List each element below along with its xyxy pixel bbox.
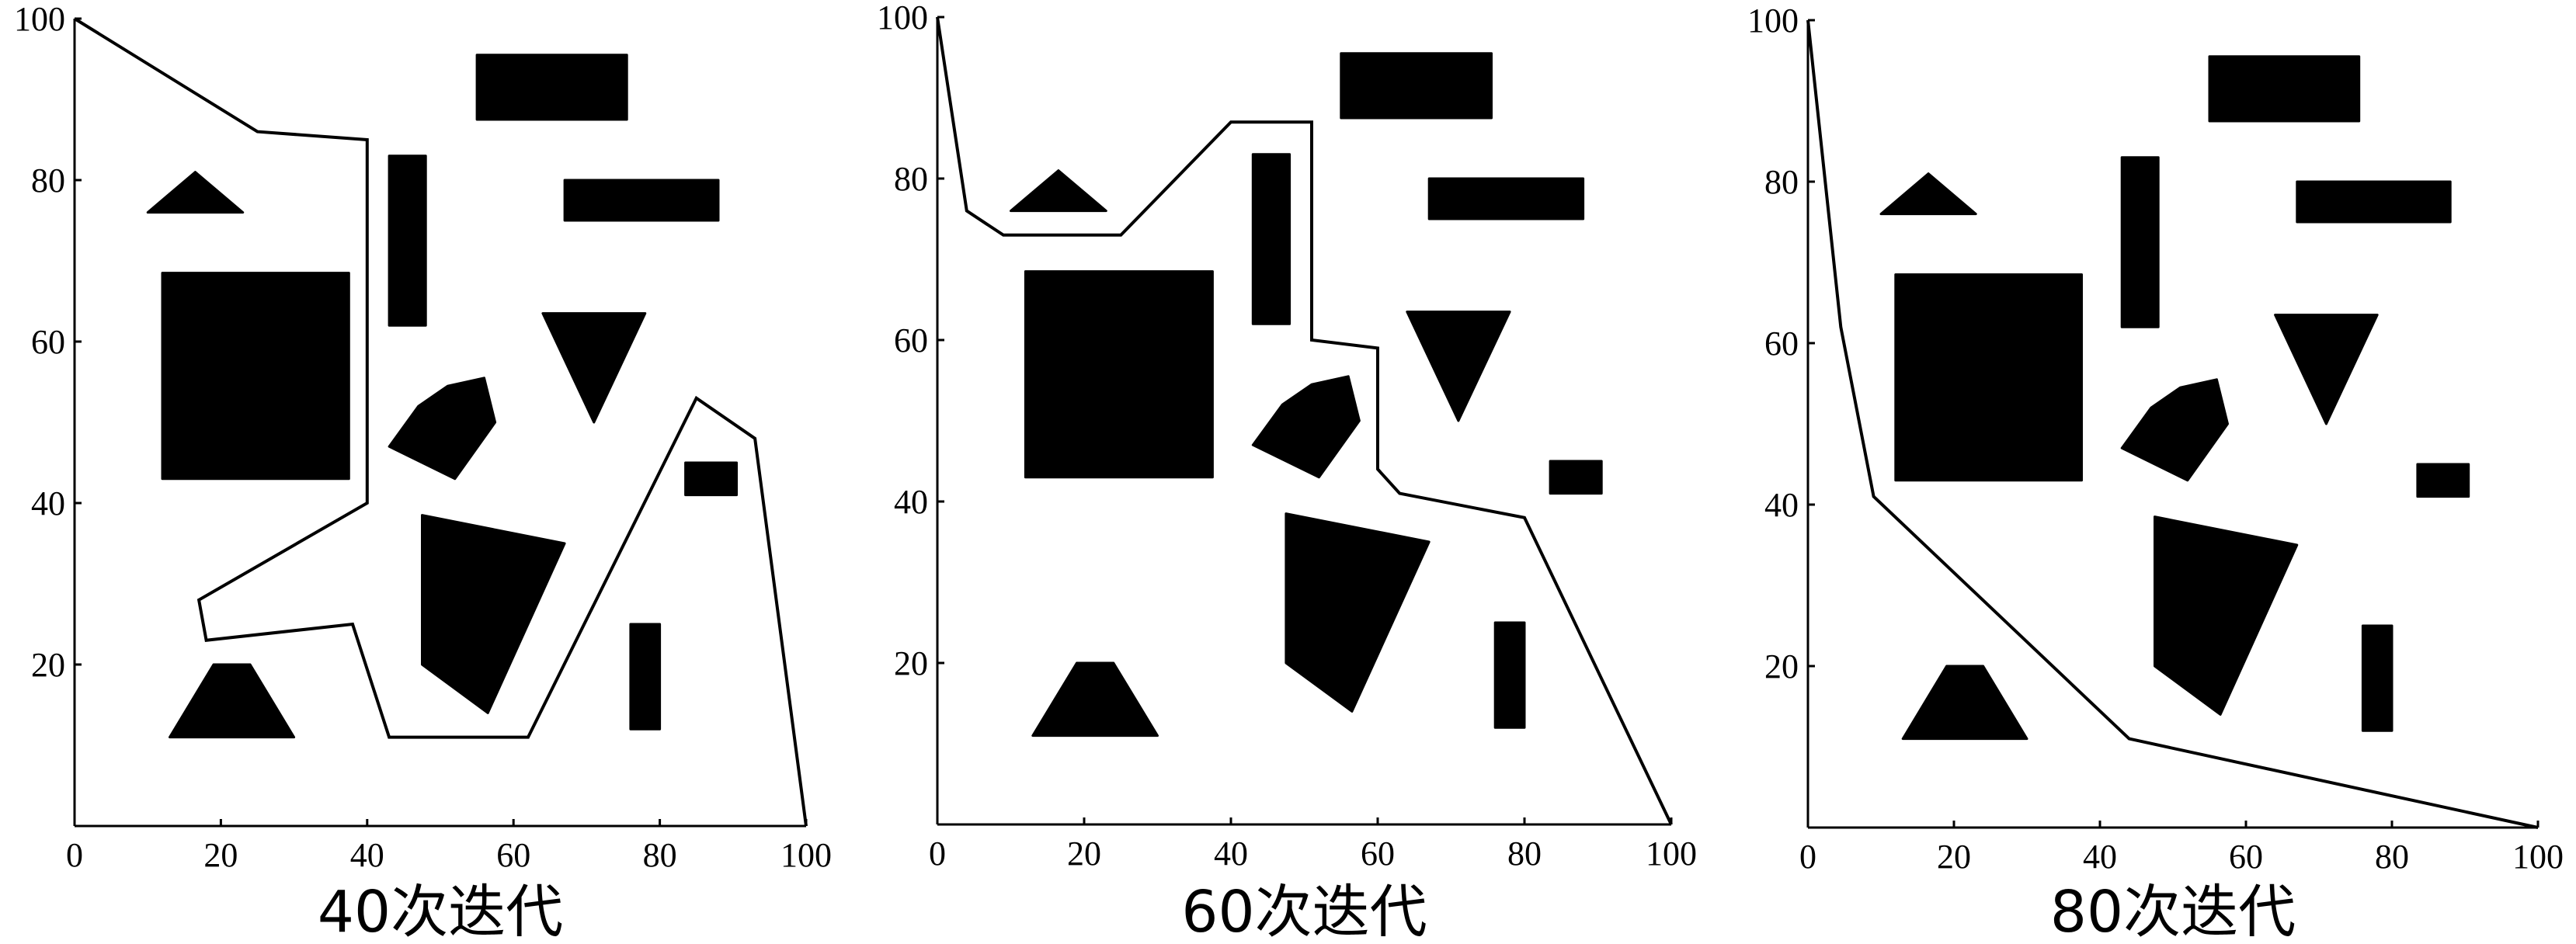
obstacle-mid-rect	[1427, 177, 1585, 220]
panel-caption: 60次迭代	[1181, 879, 1427, 944]
x-tick-label: 80	[643, 836, 677, 874]
x-tick-label: 20	[1067, 835, 1101, 873]
obstacle-tilted-polygon	[388, 377, 497, 481]
y-tick-label: 40	[31, 484, 65, 522]
obstacle-top-rect	[1340, 52, 1493, 120]
obstacle-tall-bar	[1251, 153, 1291, 325]
x-tick-label: 60	[1361, 835, 1395, 873]
panel-caption: 80次迭代	[2050, 879, 2296, 944]
y-tick-label: 20	[894, 644, 928, 682]
y-tick-label: 80	[31, 161, 65, 200]
y-tick-label: 100	[1747, 2, 1799, 40]
x-tick-label: 80	[1507, 835, 1542, 873]
y-tick-label: 100	[14, 0, 65, 38]
x-tick-label: 40	[350, 836, 384, 874]
y-tick-label: 80	[1764, 163, 1799, 201]
obstacle-tall-bar	[2120, 156, 2160, 328]
obstacle-trapezoid	[2154, 515, 2299, 716]
x-tick-label: 0	[929, 835, 946, 873]
obstacle-small-square	[2416, 463, 2470, 498]
x-tick-label: 100	[780, 836, 832, 874]
x-tick-label: 60	[2229, 838, 2263, 876]
obstacle-small-triangle	[1879, 172, 1977, 216]
obstacle-bottom-trapezoid	[169, 663, 296, 739]
obstacle-top-rect	[2208, 55, 2361, 123]
obstacle-small-bar	[1493, 621, 1526, 729]
obstacle-big-square	[1024, 270, 1214, 479]
obstacle-small-triangle	[146, 171, 245, 214]
obstacle-small-square	[684, 461, 738, 497]
obstacle-big-square	[161, 272, 350, 481]
obstacle-tall-bar	[388, 154, 427, 327]
obstacle-small-bar	[629, 623, 662, 731]
y-tick-label: 80	[894, 160, 928, 198]
y-tick-label: 60	[894, 321, 928, 359]
y-tick-label: 100	[877, 0, 928, 36]
map-panel-40: 0 20 40 60 80 100 20 40 60 80 100 40次迭代	[14, 0, 832, 944]
x-tick-label: 20	[1937, 838, 1971, 876]
obstacle-down-triangle	[2274, 314, 2379, 425]
y-tick-label: 60	[31, 323, 65, 361]
obstacle-tilted-polygon	[2120, 378, 2229, 482]
obstacle-trapezoid	[1285, 512, 1431, 713]
obstacle-bottom-trapezoid	[1901, 665, 2028, 741]
obstacle-mid-rect	[563, 179, 720, 222]
planned-path-line	[73, 17, 808, 827]
x-tick-label: 40	[2083, 838, 2117, 876]
obstacle-bottom-trapezoid	[1031, 661, 1159, 738]
map-panel-80: 0 20 40 60 80 100 20 40 60 80 100 80次迭代	[1747, 2, 2564, 944]
x-tick-label: 20	[203, 836, 238, 874]
map-panel-60: 0 20 40 60 80 100 20 40 60 80 100 60次迭代	[877, 0, 1697, 944]
planned-path-line	[1806, 19, 2539, 829]
y-tick-label: 40	[894, 483, 928, 521]
obstacle-down-triangle	[541, 312, 647, 424]
obstacle-small-triangle	[1010, 169, 1107, 213]
panel-caption: 40次迭代	[318, 879, 563, 944]
x-tick-label: 40	[1214, 835, 1248, 873]
x-tick-label: 100	[2512, 838, 2564, 876]
x-tick-label: 0	[66, 836, 83, 874]
obstacle-small-bar	[2361, 624, 2393, 732]
x-tick-label: 80	[2375, 838, 2409, 876]
obstacle-big-square	[1894, 273, 2083, 482]
obstacle-down-triangle	[1406, 311, 1511, 422]
obstacle-mid-rect	[2296, 180, 2452, 224]
obstacle-trapezoid	[421, 514, 566, 714]
x-tick-label: 60	[496, 836, 530, 874]
y-tick-label: 20	[1764, 647, 1799, 685]
obstacle-tilted-polygon	[1251, 375, 1361, 479]
obstacle-top-rect	[475, 54, 628, 121]
y-tick-label: 20	[31, 646, 65, 684]
y-tick-label: 40	[1764, 486, 1799, 524]
y-tick-label: 60	[1764, 324, 1799, 363]
planned-path-line	[936, 16, 1673, 825]
x-tick-label: 0	[1799, 838, 1816, 876]
x-tick-label: 100	[1646, 835, 1697, 873]
obstacle-small-square	[1549, 460, 1603, 495]
